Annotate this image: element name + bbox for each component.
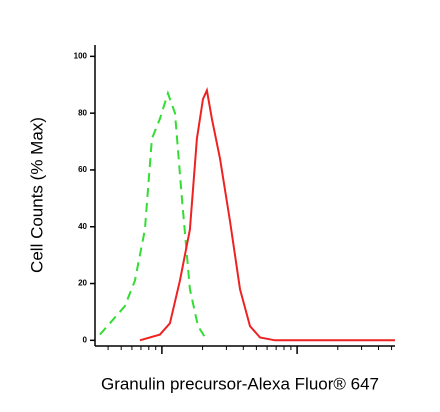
y-tick-label: 60 bbox=[78, 165, 87, 174]
y-tick-label: 0 bbox=[83, 335, 88, 344]
x-axis-title: Granulin precursor-Alexa Fluor® 647 bbox=[101, 374, 379, 393]
series-line bbox=[139, 87, 395, 342]
y-axis-title: Cell Counts (% Max) bbox=[27, 117, 46, 273]
y-tick-label: 40 bbox=[78, 222, 87, 231]
y-tick-label: 80 bbox=[78, 108, 87, 117]
y-tick-label: 20 bbox=[78, 279, 87, 288]
y-tick-label: 100 bbox=[74, 51, 88, 60]
series-line bbox=[99, 90, 208, 341]
